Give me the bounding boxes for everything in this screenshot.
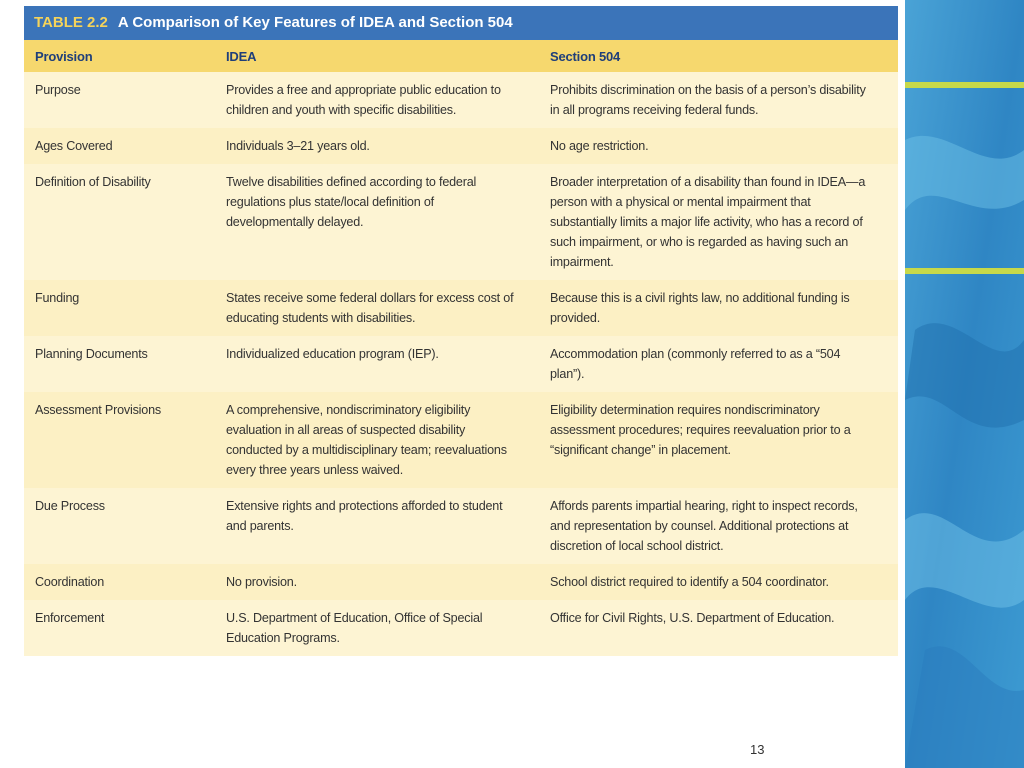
table-body: Purpose Provides a free and appropriate p… <box>24 72 898 656</box>
table-cell: Accommodation plan (commonly referred to… <box>539 336 898 392</box>
table-cell: Individualized education program (IEP). <box>215 336 539 392</box>
column-header: Section 504 <box>539 40 898 72</box>
table-row: Funding States receive some federal dolla… <box>24 280 898 336</box>
table-row: Ages Covered Individuals 3–21 years old. N… <box>24 128 898 164</box>
table-row: Planning Documents Individualized educati… <box>24 336 898 392</box>
table-cell: States receive some federal dollars for … <box>215 280 539 336</box>
table-label: TABLE 2.2 <box>34 14 108 31</box>
table-cell: Broader interpretation of a disability t… <box>539 164 898 280</box>
table-row: Assessment Provisions A comprehensive, no… <box>24 392 898 488</box>
table-title-bar: TABLE 2.2 A Comparison of Key Features of… <box>24 6 898 40</box>
table-container: TABLE 2.2 A Comparison of Key Features of… <box>24 6 898 656</box>
table-cell: Eligibility determination requires nondi… <box>539 392 898 488</box>
column-header: Provision <box>24 40 215 72</box>
table-cell: Twelve disabilities defined according to… <box>215 164 539 280</box>
table-cell: A comprehensive, nondiscriminatory eligi… <box>215 392 539 488</box>
provision-cell: Assessment Provisions <box>24 392 215 488</box>
provision-cell: Coordination <box>24 564 215 600</box>
provision-cell: Funding <box>24 280 215 336</box>
table-row: Coordination No provision. School district… <box>24 564 898 600</box>
table-cell: Affords parents impartial hearing, right… <box>539 488 898 564</box>
table-cell: No provision. <box>215 564 539 600</box>
header-row: Provision IDEA Section 504 <box>24 40 898 72</box>
provision-cell: Enforcement <box>24 600 215 656</box>
table-cell: Extensive rights and protections afforde… <box>215 488 539 564</box>
column-header: IDEA <box>215 40 539 72</box>
table-title: A Comparison of Key Features of IDEA and… <box>117 14 513 31</box>
table-cell: Prohibits discrimination on the basis of… <box>539 72 898 128</box>
table-cell: Provides a free and appropriate public e… <box>215 72 539 128</box>
table-cell: No age restriction. <box>539 128 898 164</box>
provision-cell: Planning Documents <box>24 336 215 392</box>
comparison-table: Provision IDEA Section 504 Purpose Provides… <box>24 40 898 656</box>
table-cell: School district required to identify a 5… <box>539 564 898 600</box>
provision-cell: Due Process <box>24 488 215 564</box>
table-cell: Because this is a civil rights law, no a… <box>539 280 898 336</box>
table-row: Due Process Extensive rights and protecti… <box>24 488 898 564</box>
table-cell: U.S. Department of Education, Office of … <box>215 600 539 656</box>
provision-cell: Purpose <box>24 72 215 128</box>
table-row: Enforcement U.S. Department of Education,… <box>24 600 898 656</box>
table-row: Definition of Disability Twelve disabilit… <box>24 164 898 280</box>
decorative-panel <box>905 0 1024 768</box>
table-cell: Individuals 3–21 years old. <box>215 128 539 164</box>
table-cell: Office for Civil Rights, U.S. Department… <box>539 600 898 656</box>
page-number: 13 <box>750 742 765 757</box>
provision-cell: Definition of Disability <box>24 164 215 280</box>
provision-cell: Ages Covered <box>24 128 215 164</box>
table-row: Purpose Provides a free and appropriate p… <box>24 72 898 128</box>
